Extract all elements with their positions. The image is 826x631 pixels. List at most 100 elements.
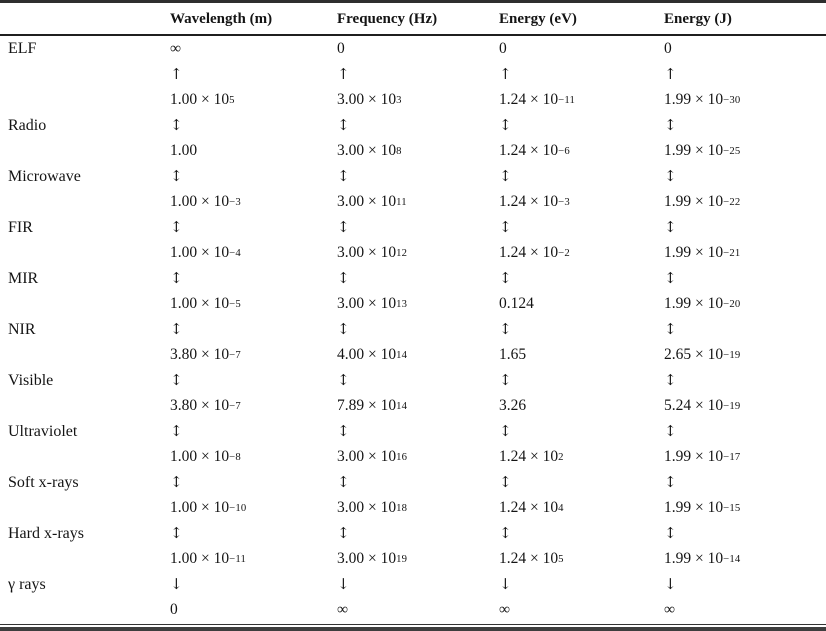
up-down-arrow-icon: ↕ bbox=[337, 421, 350, 440]
table-cell: ↕ 3.00 × 10 19 bbox=[337, 521, 499, 572]
up-arrow-icon: ↑ bbox=[337, 64, 350, 83]
range-arrow-line: ↕ bbox=[664, 470, 826, 496]
table-cell: ↕ 2.65 × 10 −19 bbox=[664, 317, 826, 368]
boundary-value: 1.99 × 10 −30 bbox=[664, 90, 741, 108]
table-cell: ↕ 4.00 × 10 14 bbox=[337, 317, 499, 368]
table-cell: ↕ 1.99 × 10 −25 bbox=[664, 113, 826, 164]
up-down-arrow-icon: ↕ bbox=[499, 370, 512, 389]
boundary-value: 3.00 × 10 19 bbox=[337, 549, 408, 567]
boundary-value: 3.00 × 10 13 bbox=[337, 294, 408, 312]
up-down-arrow-icon: ↕ bbox=[337, 268, 350, 287]
table-cell: ↕ 3.00 × 10 18 bbox=[337, 470, 499, 521]
table-cell: ↕ 1.99 × 10 −21 bbox=[664, 215, 826, 266]
range-arrow-line: ↕ bbox=[664, 368, 826, 394]
boundary-value: 0 bbox=[170, 600, 178, 618]
table-row: FIR ↕ 1.00 × 10 −4 ↕ 3.00 × 10 12 ↕ 1.24 × 10 −2 ↕… bbox=[0, 215, 826, 266]
boundary-value: 3.00 × 10 16 bbox=[337, 447, 408, 465]
up-down-arrow-icon: ↕ bbox=[170, 268, 183, 287]
table-cell: ↓ ∞ bbox=[337, 572, 499, 623]
range-arrow-line: ↕ bbox=[170, 470, 337, 496]
band-label: Soft x-rays bbox=[8, 473, 79, 491]
boundary-value: 2.65 × 10 −19 bbox=[664, 345, 741, 363]
limit-value: ∞ bbox=[170, 39, 182, 57]
boundary-value: 3.00 × 10 3 bbox=[337, 90, 402, 108]
up-down-arrow-icon: ↕ bbox=[499, 166, 512, 185]
table-cell: ↓ ∞ bbox=[664, 572, 826, 623]
boundary-value: 1.99 × 10 −14 bbox=[664, 549, 741, 567]
boundary-value: 1.99 × 10 −25 bbox=[664, 141, 741, 159]
table-row: γ rays ↓ 0 ↓ ∞ ↓ ∞ ↓ ∞ bbox=[0, 572, 826, 623]
table-cell: ↕ 1.00 × 10 −5 bbox=[170, 266, 337, 317]
table-row: Microwave ↕ 1.00 × 10 −3 ↕ 3.00 × 10 11 ↕ 1.24 ×… bbox=[0, 164, 826, 215]
up-arrow-icon: ↑ bbox=[499, 64, 512, 83]
table-cell: ↕ 1.99 × 10 −14 bbox=[664, 521, 826, 572]
boundary-value: 1.00 × 10 −8 bbox=[170, 447, 241, 465]
table-cell: ↕ 5.24 × 10 −19 bbox=[664, 368, 826, 419]
column-header-energy-ev: Energy (eV) bbox=[499, 11, 577, 27]
table-cell: ↕ 7.89 × 10 14 bbox=[337, 368, 499, 419]
up-down-arrow-icon: ↕ bbox=[664, 523, 677, 542]
range-arrow-line: ↑ bbox=[499, 62, 664, 88]
range-arrow-line: ↕ bbox=[337, 113, 499, 139]
table-cell: ↕ 1.24 × 10 5 bbox=[499, 521, 664, 572]
down-arrow-icon: ↓ bbox=[337, 574, 350, 593]
boundary-value: 3.00 × 10 8 bbox=[337, 141, 402, 159]
range-arrow-line: ↕ bbox=[337, 521, 499, 547]
band-label: MIR bbox=[8, 269, 39, 287]
range-arrow-line: ↕ bbox=[664, 317, 826, 343]
up-down-arrow-icon: ↕ bbox=[664, 217, 677, 236]
table-header-rule bbox=[0, 34, 826, 36]
boundary-value: 1.24 × 10 −11 bbox=[499, 90, 576, 108]
band-label: Radio bbox=[8, 116, 47, 134]
range-arrow-line: ↕ bbox=[170, 419, 337, 445]
limit-value: 0 bbox=[499, 39, 507, 57]
limit-value: 0 bbox=[664, 39, 672, 57]
up-down-arrow-icon: ↕ bbox=[170, 523, 183, 542]
up-down-arrow-icon: ↕ bbox=[337, 523, 350, 542]
band-label: Visible bbox=[8, 371, 54, 389]
boundary-value: 1.24 × 10 −2 bbox=[499, 243, 570, 261]
boundary-value: 1.99 × 10 −21 bbox=[664, 243, 741, 261]
up-down-arrow-icon: ↕ bbox=[664, 166, 677, 185]
up-down-arrow-icon: ↕ bbox=[170, 166, 183, 185]
range-arrow-line: ↕ bbox=[664, 164, 826, 190]
range-arrow-line: ↕ bbox=[499, 164, 664, 190]
boundary-value: ∞ bbox=[664, 600, 676, 618]
boundary-value: 7.89 × 10 14 bbox=[337, 396, 408, 414]
up-down-arrow-icon: ↕ bbox=[499, 217, 512, 236]
table-row: NIR ↕ 3.80 × 10 −7 ↕ 4.00 × 10 14 ↕ 1.65 ↕ 2.65 × … bbox=[0, 317, 826, 368]
table-bottom-rule-thin bbox=[0, 623, 826, 625]
up-down-arrow-icon: ↕ bbox=[337, 115, 350, 134]
table-cell: ↓ 0 bbox=[170, 572, 337, 623]
up-arrow-icon: ↑ bbox=[664, 64, 677, 83]
table-cell: ↕ 1.65 bbox=[499, 317, 664, 368]
band-label: FIR bbox=[8, 218, 33, 236]
range-arrow-line: ↕ bbox=[499, 266, 664, 292]
table-row: Ultraviolet ↕ 1.00 × 10 −8 ↕ 3.00 × 10 16 ↕ 1.24… bbox=[0, 419, 826, 470]
band-label: γ rays bbox=[8, 575, 46, 593]
range-arrow-line: ↓ bbox=[499, 572, 664, 598]
range-arrow-line: ↕ bbox=[499, 521, 664, 547]
table-cell: ↕ 1.99 × 10 −22 bbox=[664, 164, 826, 215]
range-arrow-line: ↕ bbox=[337, 215, 499, 241]
table-cell: ↕ 1.00 × 10 −11 bbox=[170, 521, 337, 572]
range-arrow-line: ↑ bbox=[664, 62, 826, 88]
boundary-value: 1.00 × 10 −10 bbox=[170, 498, 247, 516]
table-cell: ↕ 3.00 × 10 16 bbox=[337, 419, 499, 470]
boundary-value: 3.26 bbox=[499, 396, 527, 414]
up-down-arrow-icon: ↕ bbox=[499, 472, 512, 491]
range-arrow-line: ↓ bbox=[664, 572, 826, 598]
table-cell: ↕ 1.99 × 10 −17 bbox=[664, 419, 826, 470]
boundary-value: 1.24 × 10 4 bbox=[499, 498, 564, 516]
up-down-arrow-icon: ↕ bbox=[499, 523, 512, 542]
up-down-arrow-icon: ↕ bbox=[664, 115, 677, 134]
column-header-energy-j: Energy (J) bbox=[664, 11, 732, 27]
table-cell: ↕ 3.00 × 10 11 bbox=[337, 164, 499, 215]
table-header-row: Wavelength (m) Frequency (Hz) Energy (eV… bbox=[0, 3, 826, 34]
range-arrow-line: ↓ bbox=[337, 572, 499, 598]
table-cell: ↕ 1.24 × 10 4 bbox=[499, 470, 664, 521]
boundary-value: 1.24 × 10 −3 bbox=[499, 192, 570, 210]
table-cell: ↕ 1.99 × 10 −15 bbox=[664, 470, 826, 521]
down-arrow-icon: ↓ bbox=[499, 574, 512, 593]
